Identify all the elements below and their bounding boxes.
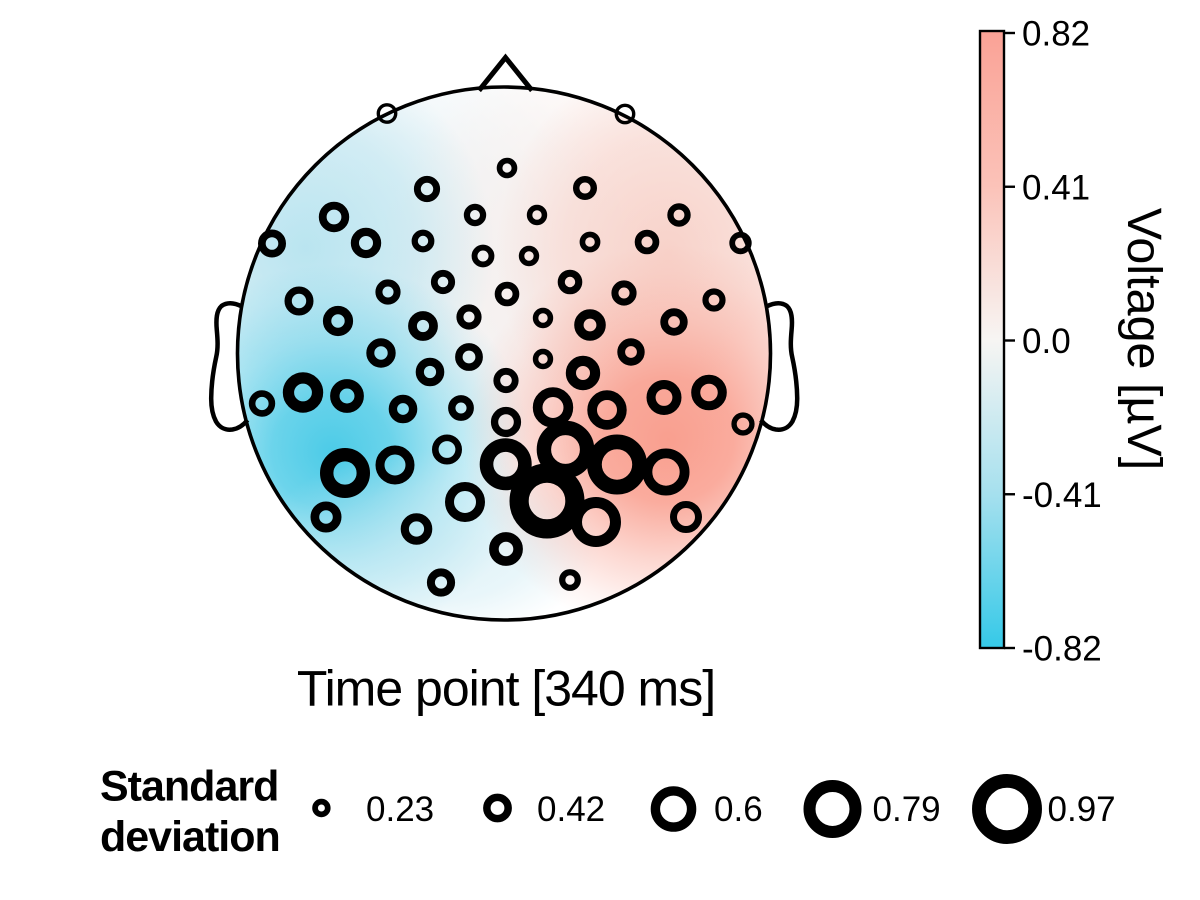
- svg-text:Standard: Standard: [100, 763, 278, 811]
- svg-text:0.82: 0.82: [1022, 15, 1090, 54]
- svg-text:0.23: 0.23: [366, 790, 434, 829]
- svg-text:0.79: 0.79: [873, 790, 941, 829]
- svg-text:0.6: 0.6: [714, 790, 763, 829]
- svg-text:-0.82: -0.82: [1022, 630, 1102, 669]
- svg-text:Voltage [µV]: Voltage [µV]: [1117, 208, 1171, 471]
- svg-text:deviation: deviation: [100, 813, 280, 861]
- svg-text:0.42: 0.42: [537, 790, 605, 829]
- svg-text:0.97: 0.97: [1048, 790, 1116, 829]
- svg-text:0.0: 0.0: [1022, 322, 1071, 361]
- svg-text:-0.41: -0.41: [1022, 476, 1102, 515]
- svg-text:0.41: 0.41: [1022, 168, 1090, 207]
- svg-text:Time point [340 ms]: Time point [340 ms]: [297, 661, 715, 717]
